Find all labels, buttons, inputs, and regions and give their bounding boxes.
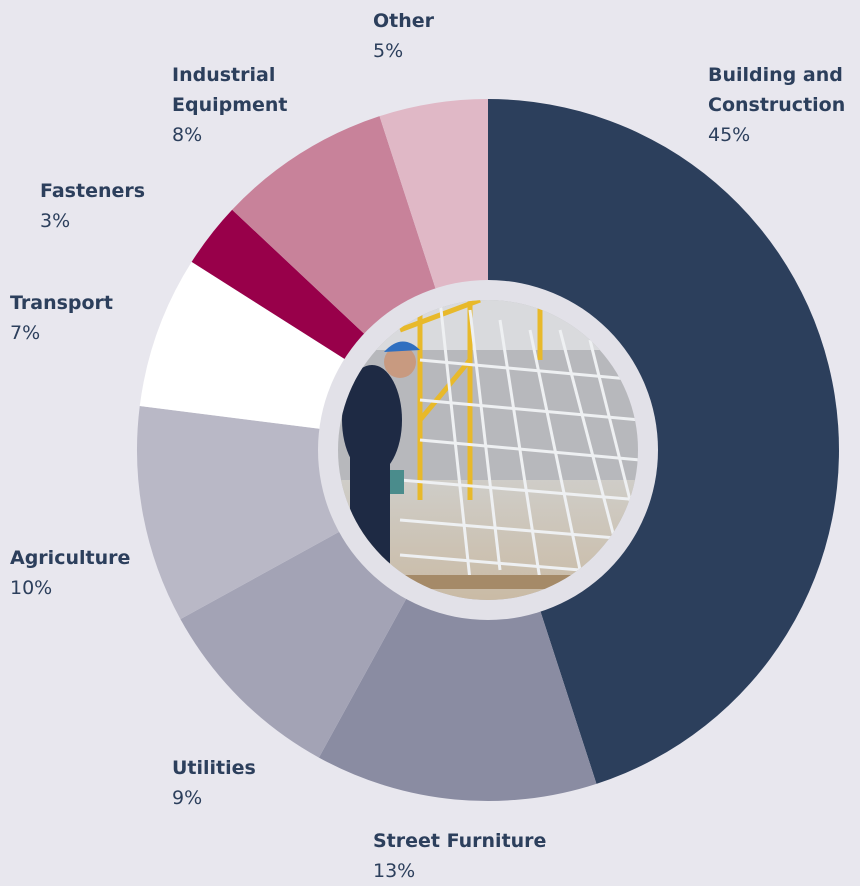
slice-label: Fasteners 3%	[40, 176, 240, 236]
wedge	[488, 99, 839, 784]
value-label: 3%	[40, 210, 71, 232]
value-label: 7%	[10, 322, 41, 344]
category-name: Utilities	[172, 757, 256, 779]
slice-label: Street Furniture 13%	[373, 826, 623, 886]
slice-label: Other 5%	[373, 6, 473, 66]
value-label: 5%	[373, 40, 404, 62]
category-name: Building and Construction	[708, 64, 846, 116]
value-label: 8%	[172, 124, 203, 146]
value-label: 13%	[373, 860, 416, 882]
slice-label: Utilities 9%	[172, 753, 372, 813]
slice-label: Agriculture 10%	[10, 543, 210, 603]
slice-label: Transport 7%	[10, 288, 210, 348]
slice-label: Industrial Equipment 8%	[172, 60, 312, 150]
category-name: Fasteners	[40, 180, 146, 202]
value-label: 10%	[10, 577, 53, 599]
category-name: Industrial Equipment	[172, 64, 288, 116]
value-label: 9%	[172, 787, 203, 809]
category-name: Agriculture	[10, 547, 131, 569]
category-name: Transport	[10, 292, 114, 314]
wedge	[318, 450, 597, 801]
category-name: Street Furniture	[373, 830, 547, 852]
category-name: Other	[373, 10, 435, 32]
value-label: 45%	[708, 124, 751, 146]
slice-label: Building and Construction 45%	[708, 60, 858, 150]
